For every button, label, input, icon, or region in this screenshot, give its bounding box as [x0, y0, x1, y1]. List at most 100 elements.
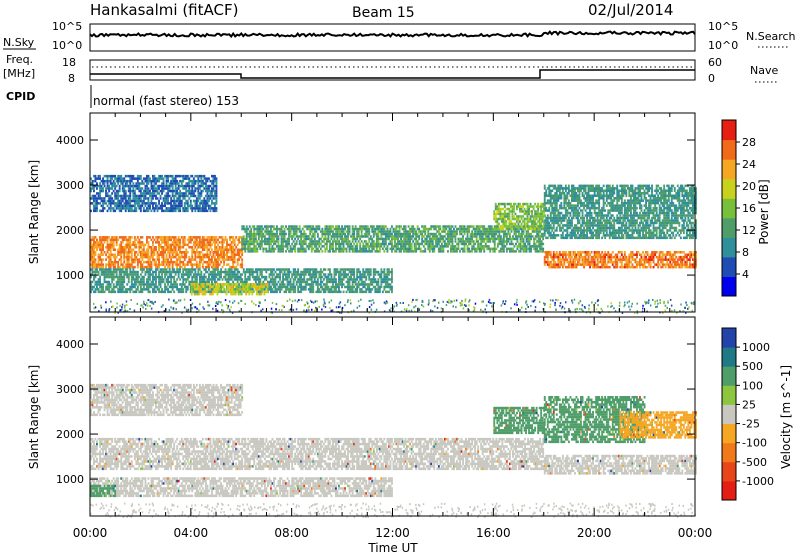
power-cell	[584, 255, 587, 259]
power-cell	[457, 242, 460, 246]
power-cell	[209, 285, 211, 288]
power-cell	[108, 189, 111, 193]
power-cell	[102, 263, 104, 266]
power-cell	[661, 258, 664, 261]
power-cell	[395, 232, 398, 236]
power-cell	[551, 263, 554, 266]
power-cell	[496, 235, 499, 238]
power-cell	[150, 253, 153, 256]
power-cell	[118, 248, 121, 251]
power-cell	[112, 288, 115, 291]
power-cell	[217, 248, 219, 251]
power-cell	[657, 258, 660, 261]
power-cell	[288, 268, 290, 271]
power-cell	[378, 247, 381, 251]
power-cell	[427, 247, 430, 251]
power-cell	[566, 253, 569, 256]
power-cell	[310, 242, 313, 246]
power-cell	[684, 253, 687, 256]
power-cell	[185, 285, 188, 289]
power-cell	[144, 283, 147, 286]
power-cell	[150, 285, 153, 289]
power-cell	[693, 253, 696, 256]
power-cell	[466, 230, 469, 233]
power-cell	[371, 288, 374, 291]
power-cell	[478, 245, 481, 248]
power-cell	[93, 189, 95, 193]
power-cell	[451, 240, 454, 243]
power-cell	[561, 263, 564, 266]
power-cell	[430, 232, 433, 236]
power-cell	[391, 240, 393, 243]
power-cell	[99, 194, 101, 198]
power-cell	[300, 247, 303, 251]
power-cell	[112, 290, 115, 294]
power-cell	[657, 265, 660, 269]
power-cell	[316, 285, 319, 289]
power-cell	[105, 280, 107, 284]
power-cell	[238, 270, 241, 274]
power-cell	[240, 287, 243, 291]
power-cell	[366, 235, 369, 238]
power-cell	[321, 240, 324, 243]
power-cell	[214, 258, 216, 261]
power-cell	[586, 258, 588, 261]
power-cell	[295, 235, 298, 238]
power-cell	[136, 263, 139, 266]
noise-left-tick-top: 10^5	[52, 20, 82, 33]
power-cell	[350, 278, 352, 281]
power-cell	[540, 242, 543, 246]
power-cell	[425, 242, 428, 246]
power-cell	[252, 283, 255, 286]
power-cell	[356, 285, 359, 289]
power-cell	[108, 174, 111, 178]
power-cell	[97, 243, 100, 247]
power-cell	[93, 236, 95, 239]
power-cell	[362, 280, 365, 284]
power-cell	[255, 290, 258, 293]
power-cell	[279, 227, 281, 231]
power-cell	[97, 278, 100, 281]
power-cell	[453, 250, 455, 253]
power-cell	[363, 235, 366, 238]
power-cell	[608, 258, 611, 261]
power-cell	[189, 285, 192, 289]
power-cell	[120, 177, 123, 180]
power-cell	[336, 227, 339, 231]
power-cell	[454, 232, 457, 236]
power-cell	[247, 278, 250, 281]
power-cell	[124, 184, 127, 188]
power-cell	[664, 265, 667, 269]
power-cell	[158, 270, 160, 274]
power-cell	[248, 247, 251, 251]
power-cell	[118, 174, 121, 178]
power-cell	[94, 260, 97, 264]
power-cell	[129, 179, 132, 183]
power-cell	[291, 283, 294, 286]
power-cell	[657, 260, 660, 264]
power-cell	[607, 260, 610, 264]
power-cell	[211, 258, 213, 261]
power-cell	[250, 273, 253, 276]
power-cell	[245, 292, 248, 296]
power-cell	[124, 199, 127, 203]
power-cell	[245, 270, 248, 274]
power-cell	[354, 247, 357, 251]
power-cell	[102, 265, 104, 269]
power-cell	[126, 260, 129, 264]
power-cell	[313, 268, 316, 271]
power-cell	[365, 232, 368, 236]
power-cell	[383, 242, 386, 246]
power-cell	[229, 273, 231, 276]
power-cell	[368, 232, 371, 236]
power-cell	[574, 258, 576, 261]
power-cell	[117, 194, 120, 198]
power-cell	[270, 250, 272, 253]
power-cell	[499, 230, 502, 233]
power-cell	[256, 250, 259, 253]
power-cell	[126, 194, 129, 198]
power-cell	[202, 283, 205, 286]
power-cell	[132, 182, 135, 185]
power-cell	[395, 247, 398, 251]
power-cell	[188, 260, 191, 264]
